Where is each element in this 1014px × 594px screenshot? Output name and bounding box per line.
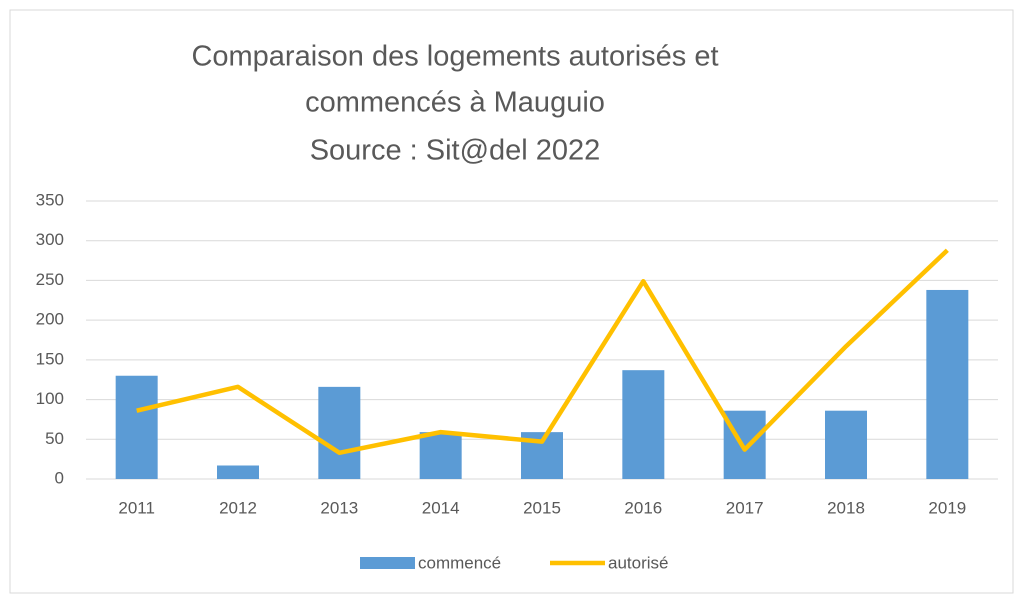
x-tick-label: 2017 bbox=[726, 498, 764, 517]
y-tick-label: 350 bbox=[36, 190, 64, 209]
bar bbox=[115, 375, 158, 479]
y-tick-label: 100 bbox=[36, 389, 64, 408]
line bbox=[136, 248, 949, 456]
bar bbox=[825, 410, 867, 479]
y-tick-label: 0 bbox=[55, 468, 64, 487]
x-tick-label: 2016 bbox=[624, 498, 662, 517]
x-tick-label: 2012 bbox=[219, 498, 257, 517]
chart-title: Comparaison des logements autorisés et bbox=[191, 41, 718, 73]
legend-label: autorisé bbox=[608, 553, 668, 572]
y-tick-label: 150 bbox=[36, 349, 64, 368]
bar bbox=[926, 289, 969, 479]
y-tick-label: 250 bbox=[36, 270, 64, 289]
y-tick-label: 50 bbox=[45, 429, 64, 448]
bar bbox=[419, 432, 462, 479]
y-tick-label: 200 bbox=[36, 310, 64, 329]
x-tick-label: 2015 bbox=[523, 498, 561, 517]
x-tick-label: 2018 bbox=[827, 498, 865, 517]
bar bbox=[318, 386, 361, 479]
chart-frame bbox=[9, 9, 1014, 594]
chart-title: commencés à Mauguio bbox=[305, 87, 605, 119]
chart-title: Source : Sit@del 2022 bbox=[310, 135, 601, 167]
x-tick-label: 2013 bbox=[320, 498, 358, 517]
x-tick-label: 2011 bbox=[118, 498, 155, 517]
legend-label: commencé bbox=[418, 553, 501, 572]
legend-swatch bbox=[360, 557, 415, 569]
bar bbox=[622, 370, 665, 479]
y-tick-label: 300 bbox=[36, 230, 64, 249]
x-tick-label: 2019 bbox=[928, 498, 966, 517]
bar bbox=[217, 465, 259, 479]
x-tick-label: 2014 bbox=[422, 498, 460, 517]
